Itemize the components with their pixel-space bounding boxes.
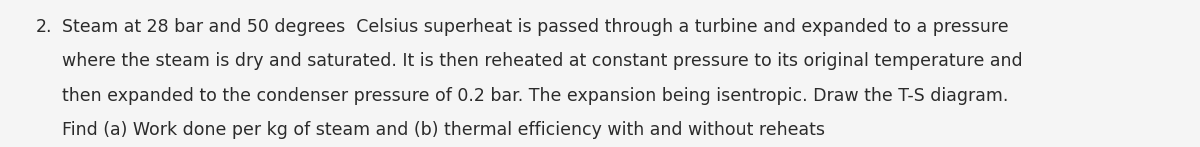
Text: where the steam is dry and saturated. It is then reheated at constant pressure t: where the steam is dry and saturated. It… <box>62 52 1024 70</box>
Text: Find (a) Work done per kg of steam and (b) thermal efficiency with and without r: Find (a) Work done per kg of steam and (… <box>62 121 826 139</box>
Text: Steam at 28 bar and 50 degrees  Celsius superheat is passed through a turbine an: Steam at 28 bar and 50 degrees Celsius s… <box>62 18 1009 36</box>
Text: then expanded to the condenser pressure of 0.2 bar. The expansion being isentrop: then expanded to the condenser pressure … <box>62 87 1009 105</box>
Text: 2.: 2. <box>36 18 53 36</box>
